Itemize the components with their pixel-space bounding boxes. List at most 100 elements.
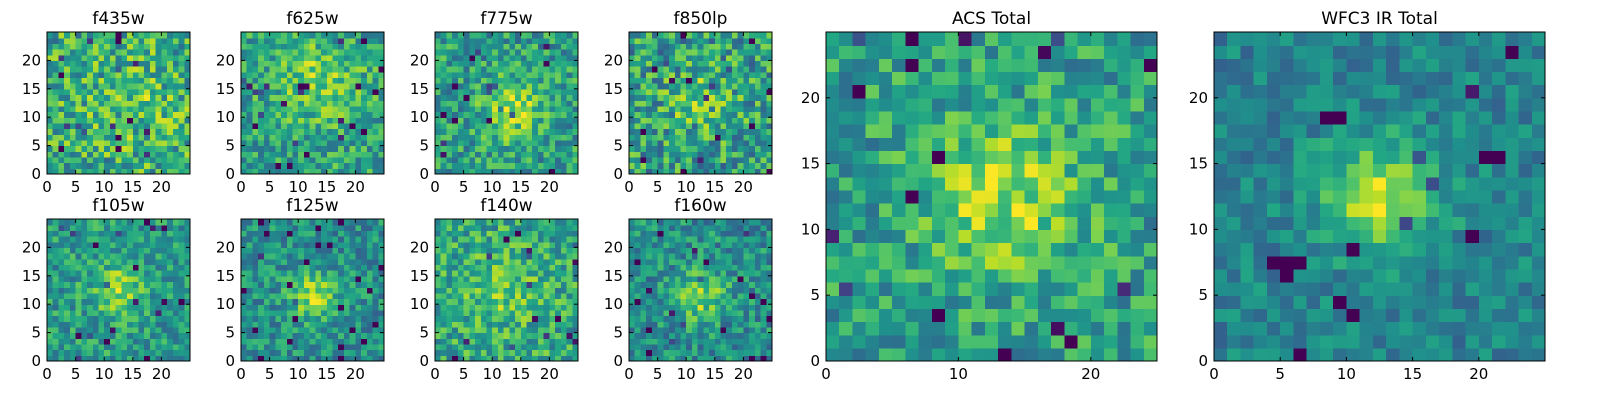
heatmap-cell [69, 162, 77, 169]
heatmap-cell [737, 292, 744, 300]
heatmap-cell [303, 349, 311, 356]
heatmap-cell [326, 281, 334, 288]
heatmap-cell [47, 139, 54, 147]
heatmap-cell [532, 349, 539, 356]
heatmap-cell [714, 139, 722, 147]
heatmap-cell [674, 37, 682, 44]
heatmap-cell [743, 168, 750, 175]
heatmap-cell [743, 134, 750, 141]
heatmap-cell [543, 219, 550, 226]
heatmap-cell [355, 54, 362, 61]
heatmap-cell [298, 49, 305, 56]
heatmap-cell [252, 264, 259, 271]
heatmap-cell [497, 309, 505, 317]
heatmap-cell [731, 83, 739, 90]
heatmap-cell [241, 71, 248, 79]
heatmap-cell [132, 247, 140, 254]
heatmap-cell [452, 43, 459, 50]
heatmap-cell [281, 349, 288, 356]
heatmap-cell [663, 304, 670, 311]
heatmap-cell [709, 88, 716, 96]
heatmap-cell [138, 321, 145, 328]
heatmap-cell [315, 162, 322, 169]
heatmap-cell [731, 37, 739, 44]
heatmap-cell [560, 219, 568, 226]
heatmap-cell [184, 139, 191, 147]
heatmap-cell [298, 338, 305, 345]
heatmap-cell [366, 343, 374, 351]
heatmap-cell [509, 264, 516, 271]
heatmap-cell [737, 49, 744, 56]
heatmap-cell [503, 219, 510, 226]
heatmap-cell [497, 37, 505, 44]
heatmap-cell [566, 338, 573, 345]
heatmap-cell [691, 168, 699, 175]
heatmap-cell [281, 230, 288, 237]
heatmap-cell [355, 94, 362, 101]
heatmap-cell [269, 128, 276, 135]
heatmap-cell [366, 292, 374, 300]
heatmap-cell [634, 156, 642, 164]
heatmap-cell [640, 60, 647, 67]
heatmap-cell [543, 100, 550, 107]
heatmap-cell [560, 338, 568, 345]
heatmap-cell [480, 117, 488, 124]
heatmap-cell [355, 304, 362, 311]
heatmap-cell [709, 105, 716, 113]
heatmap-cell [543, 77, 550, 84]
heatmap-cell [469, 343, 476, 351]
heatmap-cell [332, 105, 339, 113]
heatmap-cell [669, 122, 676, 130]
heatmap-cell [303, 264, 311, 271]
heatmap-cell [509, 292, 516, 300]
heatmap-cell [167, 321, 174, 328]
heatmap-cell [87, 88, 94, 96]
heatmap-cell [520, 281, 528, 288]
heatmap-cell [326, 151, 334, 158]
heatmap-cell [480, 66, 488, 73]
heatmap-cell [52, 236, 60, 243]
heatmap-cell [634, 71, 642, 79]
heatmap-cell [720, 292, 727, 300]
heatmap-cell [629, 281, 636, 288]
heatmap-cell [446, 230, 453, 237]
heatmap-cell [366, 128, 374, 135]
heatmap-cell [355, 151, 362, 158]
heatmap-cell [161, 287, 168, 294]
heatmap-cell [515, 100, 522, 107]
heatmap-cell [109, 128, 117, 135]
heatmap-cell [532, 83, 539, 90]
heatmap-cell [109, 71, 117, 79]
heatmap-cell [366, 253, 374, 260]
heatmap-cell [138, 94, 145, 101]
heatmap-cell [509, 77, 516, 84]
heatmap-cell [263, 270, 271, 277]
heatmap-cell [298, 355, 305, 362]
heatmap-cell [275, 326, 282, 334]
heatmap-cell [629, 287, 636, 294]
heatmap-cell [497, 105, 505, 113]
heatmap-cell [155, 287, 162, 294]
heatmap-cell [172, 309, 180, 317]
heatmap-cell [663, 128, 670, 135]
heatmap-cell [64, 151, 71, 158]
heatmap-cell [132, 287, 140, 294]
heatmap-cell [497, 94, 505, 101]
heatmap-cell [634, 151, 642, 158]
heatmap-cell [161, 253, 168, 260]
heatmap-cell [520, 219, 528, 226]
heatmap-cell [509, 43, 516, 50]
heatmap-cell [646, 122, 653, 130]
heatmap-cell [560, 54, 568, 61]
heatmap-cell [680, 43, 687, 50]
heatmap-cell [332, 247, 339, 254]
heatmap-cell [526, 275, 533, 283]
y-tick-label: 15 [22, 267, 41, 285]
heatmap-cell [714, 349, 722, 356]
heatmap-cell [92, 281, 100, 288]
heatmap-cell [321, 151, 328, 158]
heatmap-cell [446, 88, 453, 96]
heatmap-cell [435, 338, 442, 345]
heatmap-cell [332, 349, 339, 356]
heatmap-cell [469, 83, 476, 90]
